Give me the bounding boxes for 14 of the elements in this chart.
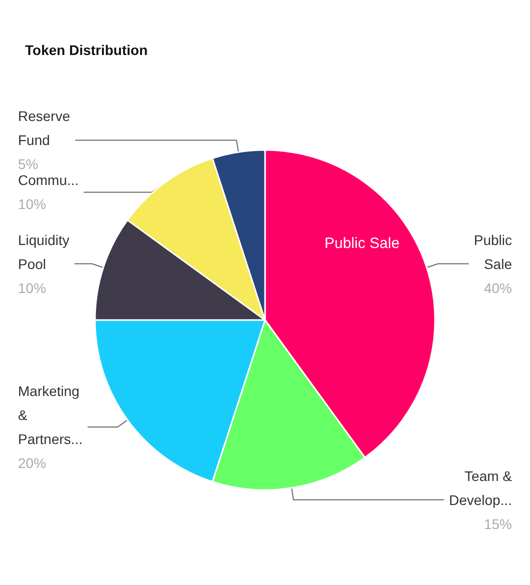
data-label: 15% [484, 516, 512, 532]
slice-label: Marketing & Partners... [18, 382, 83, 447]
slice-label: Team & Develop... [448, 468, 513, 508]
slice-label: Reserve Fund [18, 108, 70, 148]
data-label: 40% [484, 280, 512, 296]
data-label: 20% [18, 454, 46, 471]
data-label: 10% [18, 280, 46, 296]
chart-title: Token Distribution [25, 42, 148, 58]
slice-label: Liquidity Pool [18, 232, 70, 272]
data-label: 10% [18, 196, 46, 212]
text: Public Sale [324, 234, 400, 252]
slice-label: Commu... [18, 172, 79, 188]
data-label: 5% [18, 156, 38, 172]
slice-label: Public Sale [474, 232, 512, 272]
